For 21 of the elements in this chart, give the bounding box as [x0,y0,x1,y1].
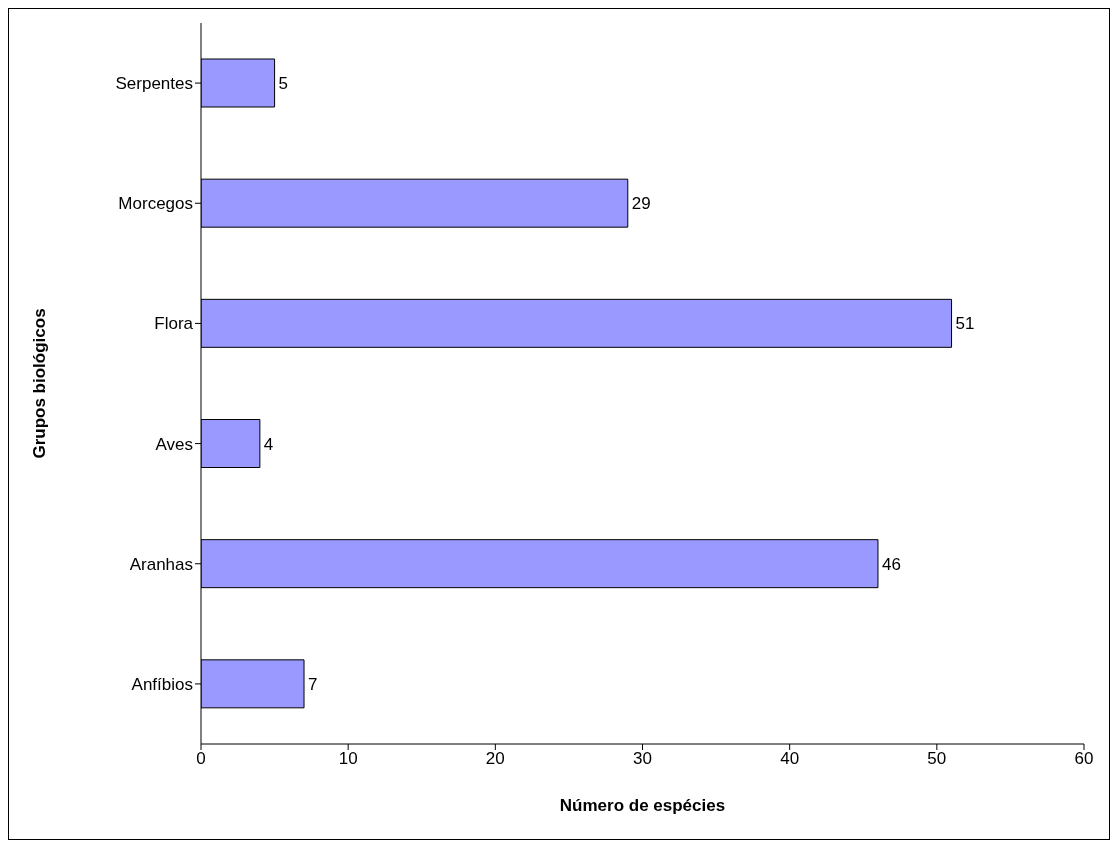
x-axis-title: Número de espécies [559,796,726,815]
data-label: 4 [263,434,274,454]
data-label: 29 [631,194,651,214]
data-label: 51 [955,314,975,334]
x-tick-label: 20 [485,749,505,769]
y-axis-title: Grupos biológicos [30,308,50,459]
x-tick-label: 30 [633,749,652,769]
data-label: 7 [308,674,318,694]
x-tick-label: 60 [1074,749,1094,769]
y-tick-label: Anfíbios [131,674,193,694]
x-tick-label: 0 [196,749,206,769]
x-tick-label: 40 [780,749,800,769]
y-tick-label: Aranhas [129,554,193,574]
data-label: 46 [881,554,901,574]
data-label: 5 [278,74,289,94]
x-tick-label: 50 [927,749,947,769]
y-tick-label: Flora [154,314,194,334]
y-tick-label: Morcegos [118,194,193,214]
y-tick-label: Aves [155,434,193,454]
x-tick-label: 10 [338,749,358,769]
y-tick-label: Serpentes [115,74,193,94]
